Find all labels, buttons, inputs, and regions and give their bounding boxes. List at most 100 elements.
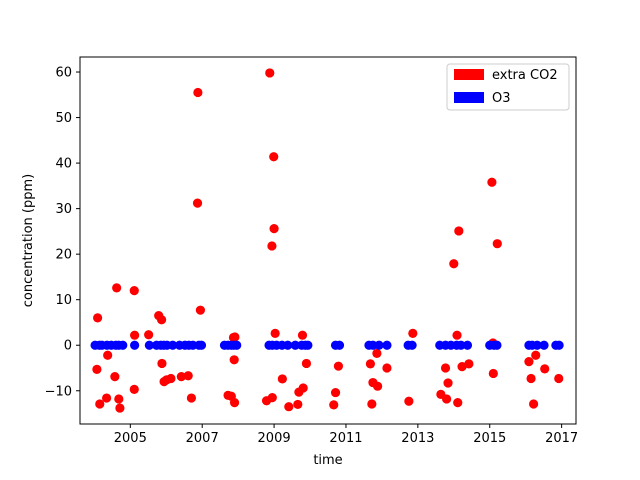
point-extra-co2-30 (229, 398, 240, 408)
y-axis-ticks: −10 0 10 20 30 40 50 60 (45, 66, 80, 399)
point-o3-48 (462, 340, 473, 350)
point-extra-co2-19 (176, 372, 186, 382)
point-extra-co2-7 (114, 394, 124, 404)
point-o3-42 (407, 340, 417, 350)
point-extra-co2-44 (301, 358, 312, 369)
point-o3-9 (144, 340, 154, 350)
point-o3-7 (118, 340, 128, 350)
point-extra-co2-55 (408, 328, 418, 338)
point-extra-co2-40 (293, 399, 303, 410)
point-extra-co2-57 (440, 363, 451, 373)
point-o3-25 (232, 340, 242, 350)
point-extra-co2-48 (365, 359, 376, 369)
point-extra-co2-54 (404, 396, 414, 406)
point-extra-co2-32 (267, 241, 277, 251)
point-o3-51 (492, 340, 502, 350)
point-extra-co2-72 (528, 399, 539, 409)
point-extra-co2-63 (454, 226, 464, 236)
point-extra-co2-39 (284, 402, 294, 412)
plot-frame (79, 56, 577, 425)
point-extra-co2-21 (186, 393, 197, 403)
y-axis-label: concentration (ppm) (21, 174, 36, 307)
legend-label-extra-co2: extra CO2 (492, 68, 558, 83)
point-extra-co2-31 (265, 68, 275, 78)
point-extra-co2-0 (93, 313, 103, 323)
legend: extra CO2 O3 (446, 63, 570, 111)
y-tick-label: 50 (55, 111, 72, 126)
point-extra-co2-9 (129, 285, 139, 296)
point-o3-30 (283, 340, 293, 350)
point-extra-co2-15 (157, 358, 167, 369)
y-tick-label: 40 (55, 157, 72, 172)
point-extra-co2-33 (269, 152, 279, 162)
y-tick-label: 30 (55, 202, 72, 217)
point-o3-39 (374, 340, 384, 350)
point-extra-co2-47 (333, 361, 344, 371)
point-extra-co2-14 (156, 315, 167, 325)
x-tick-label: 2011 (329, 431, 362, 446)
point-o3-40 (382, 340, 392, 350)
point-extra-co2-53 (382, 363, 392, 373)
point-extra-co2-11 (129, 384, 139, 394)
point-extra-co2-18 (166, 373, 176, 384)
point-extra-co2-6 (112, 283, 122, 293)
point-extra-co2-70 (524, 357, 534, 367)
point-extra-co2-45 (329, 400, 339, 410)
point-o3-47 (456, 340, 466, 350)
y-tick-label: −10 (45, 384, 72, 399)
point-extra-co2-24 (195, 305, 206, 315)
point-o3-57 (554, 340, 564, 350)
point-extra-co2-4 (103, 350, 113, 360)
point-o3-20 (196, 340, 207, 350)
point-o3-34 (303, 340, 313, 350)
point-extra-co2-38 (277, 374, 287, 384)
point-extra-co2-8 (115, 403, 125, 413)
x-tick-label: 2017 (545, 431, 578, 446)
point-extra-co2-65 (464, 359, 474, 369)
y-tick-label: 10 (55, 293, 72, 308)
x-tick-label: 2009 (258, 431, 291, 446)
point-extra-co2-51 (372, 348, 382, 359)
point-extra-co2-43 (298, 383, 308, 393)
legend-swatch-extra-co2 (454, 69, 484, 80)
point-extra-co2-49 (367, 399, 377, 409)
point-extra-co2-61 (452, 330, 462, 340)
point-extra-co2-74 (540, 364, 550, 374)
legend-swatch-o3 (454, 92, 484, 103)
y-tick-label: 60 (55, 66, 72, 81)
point-extra-co2-37 (267, 392, 277, 403)
point-extra-co2-73 (531, 350, 541, 360)
point-o3-54 (532, 340, 542, 350)
x-axis-label: time (313, 453, 342, 468)
point-extra-co2-62 (453, 398, 463, 408)
point-extra-co2-1 (92, 364, 102, 374)
point-extra-co2-34 (269, 224, 279, 234)
point-extra-co2-69 (492, 239, 502, 249)
point-extra-co2-3 (102, 393, 112, 403)
x-tick-label: 2013 (401, 431, 434, 446)
y-tick-label: 0 (64, 339, 72, 354)
point-extra-co2-71 (526, 373, 536, 384)
point-o3-8 (130, 340, 140, 350)
point-extra-co2-60 (449, 259, 459, 269)
x-tick-label: 2015 (473, 431, 506, 446)
point-extra-co2-10 (130, 330, 140, 340)
point-extra-co2-75 (554, 373, 564, 384)
y-tick-label: 20 (55, 248, 72, 263)
point-extra-co2-12 (144, 330, 154, 340)
point-extra-co2-59 (443, 378, 453, 388)
legend-label-o3: O3 (492, 91, 511, 106)
point-extra-co2-68 (488, 368, 498, 379)
point-extra-co2-22 (193, 87, 203, 98)
point-extra-co2-2 (95, 399, 105, 409)
point-extra-co2-28 (230, 332, 240, 342)
x-tick-label: 2005 (114, 431, 147, 446)
point-extra-co2-5 (110, 372, 120, 382)
point-o3-14 (168, 340, 178, 350)
point-extra-co2-46 (330, 387, 341, 398)
point-o3-31 (290, 340, 300, 350)
point-o3-36 (334, 340, 345, 350)
points-layer (90, 68, 564, 413)
point-extra-co2-66 (487, 177, 497, 187)
